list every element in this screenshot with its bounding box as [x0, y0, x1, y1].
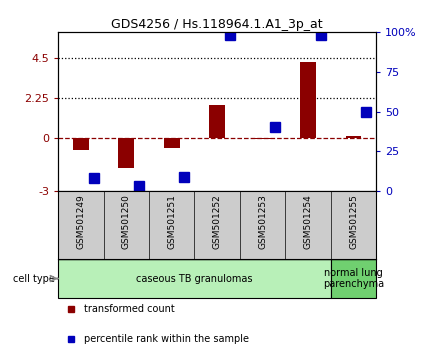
Bar: [300, 62, 316, 138]
Text: caseous TB granulomas: caseous TB granulomas: [136, 274, 253, 284]
Text: cell type: cell type: [12, 274, 55, 284]
Text: GSM501250: GSM501250: [122, 195, 131, 250]
Bar: [255, 138, 270, 139]
Text: normal lung
parenchyma: normal lung parenchyma: [323, 268, 384, 289]
Text: GSM501251: GSM501251: [167, 195, 176, 250]
Bar: [118, 138, 134, 168]
Text: GSM501252: GSM501252: [213, 195, 221, 249]
Bar: [331, 259, 376, 298]
Text: percentile rank within the sample: percentile rank within the sample: [83, 334, 249, 344]
Text: GSM501249: GSM501249: [76, 195, 85, 249]
Bar: [346, 136, 362, 138]
Bar: [209, 105, 225, 138]
Title: GDS4256 / Hs.118964.1.A1_3p_at: GDS4256 / Hs.118964.1.A1_3p_at: [111, 18, 323, 31]
Text: GSM501254: GSM501254: [304, 195, 313, 249]
Bar: [164, 138, 180, 148]
Bar: [73, 138, 89, 150]
Text: transformed count: transformed count: [83, 304, 174, 314]
Text: GSM501253: GSM501253: [258, 195, 267, 250]
Text: GSM501255: GSM501255: [349, 195, 358, 250]
Bar: [58, 259, 331, 298]
